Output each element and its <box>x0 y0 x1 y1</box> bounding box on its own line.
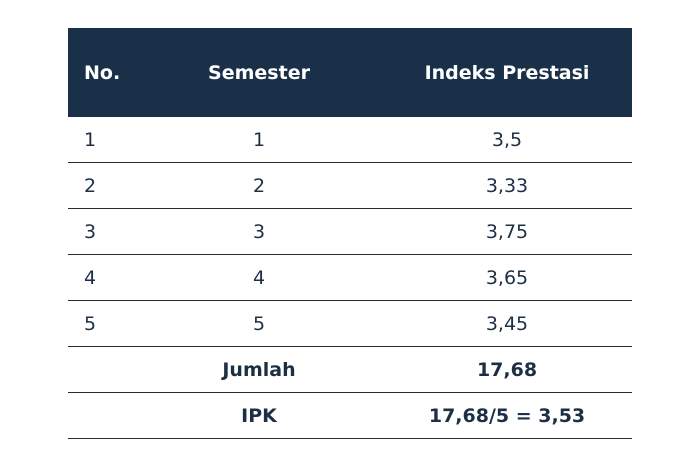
table-cell: 3,5 <box>491 128 523 151</box>
table-cell: 5 <box>84 312 97 335</box>
header-cell: No. <box>84 61 121 84</box>
table-cell: 2 <box>84 174 97 197</box>
table-cell: 2 <box>252 174 266 197</box>
table-cell: 3,45 <box>485 312 529 335</box>
table-cell: 5 <box>252 312 266 335</box>
table-cell: 4 <box>252 266 266 289</box>
table-cell: 1 <box>84 128 97 151</box>
summary-row: IPK 17,68/5 = 3,53 <box>68 393 632 439</box>
table-row: 4 4 3,65 <box>68 255 632 301</box>
table-cell: 4 <box>84 266 97 289</box>
summary-row: Jumlah 17,68 <box>68 347 632 393</box>
header-cell: Semester <box>208 61 310 84</box>
table-cell: 3 <box>84 220 97 243</box>
table-row: 5 5 3,45 <box>68 301 632 347</box>
summary-label: Jumlah <box>222 358 296 381</box>
table-cell: 3,33 <box>485 174 529 197</box>
table-cell: 1 <box>252 128 266 151</box>
table-row: 1 1 3,5 <box>68 117 632 163</box>
table-cell: 3 <box>252 220 266 243</box>
summary-value: 17,68/5 = 3,53 <box>428 404 586 427</box>
table-cell: 3,65 <box>485 266 529 289</box>
table-row: 3 3 3,75 <box>68 209 632 255</box>
table-row: 2 2 3,33 <box>68 163 632 209</box>
header-cell: Indeks Prestasi <box>424 61 590 84</box>
summary-label: IPK <box>241 404 277 427</box>
table-cell: 3,75 <box>485 220 529 243</box>
table-header: No. Semester Indeks Prestasi <box>68 28 632 117</box>
table: No. Semester Indeks Prestasi 1 1 3,5 2 2 3,33… <box>68 28 632 439</box>
summary-value: 17,68 <box>476 358 538 381</box>
